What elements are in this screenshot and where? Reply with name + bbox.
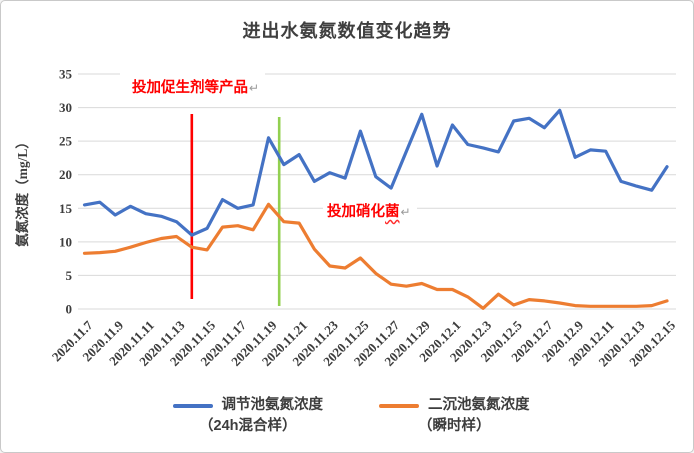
legend-sublabel-regulating-tank: （24h混合样） xyxy=(199,418,297,435)
legend-entry-secondary-clarifier: 二沉池氨氮浓度 （瞬时样） xyxy=(379,395,530,437)
annotation-promoter-text: 投加促生剂等产品 xyxy=(132,80,248,96)
legend-label-secondary-clarifier: 二沉池氨氮浓度 xyxy=(428,397,530,413)
return-mark-icon: ↵ xyxy=(249,81,260,95)
annotation-nitrifier-dosing: 投加硝化菌↵ xyxy=(323,201,417,224)
return-mark-icon: ↵ xyxy=(400,205,411,219)
legend-sublabel-secondary-clarifier: （瞬时样） xyxy=(418,418,491,435)
annotation-nitrifier-squiggle-char: 菌 xyxy=(385,204,400,220)
chart-title: 进出水氨氮数值变化趋势 xyxy=(242,21,452,41)
legend-label-regulating-tank: 调节池氨氮浓度 xyxy=(221,397,324,413)
annotation-nitrifier-text: 投加硝化 xyxy=(327,204,385,220)
svg-text:10: 10 xyxy=(59,234,72,249)
svg-text:20: 20 xyxy=(59,167,72,182)
svg-text:0: 0 xyxy=(66,302,73,317)
svg-text:30: 30 xyxy=(59,100,72,115)
svg-text:15: 15 xyxy=(59,201,73,216)
svg-text:氨氮浓度（mg/L）: 氨氮浓度（mg/L） xyxy=(14,135,30,247)
svg-text:25: 25 xyxy=(59,134,73,149)
annotation-promoter-dosing: 投加促生剂等产品↵ xyxy=(120,65,266,100)
legend-entry-regulating-tank: 调节池氨氮浓度 （24h混合样） xyxy=(172,395,324,437)
svg-text:35: 35 xyxy=(59,67,73,82)
legend-line-swatch-blue xyxy=(172,403,213,408)
svg-text:5: 5 xyxy=(66,268,73,283)
chart-legend: 调节池氨氮浓度 （24h混合样） 二沉池氨氮浓度 （瞬时样） xyxy=(31,395,671,437)
legend-line-swatch-orange xyxy=(379,403,419,408)
